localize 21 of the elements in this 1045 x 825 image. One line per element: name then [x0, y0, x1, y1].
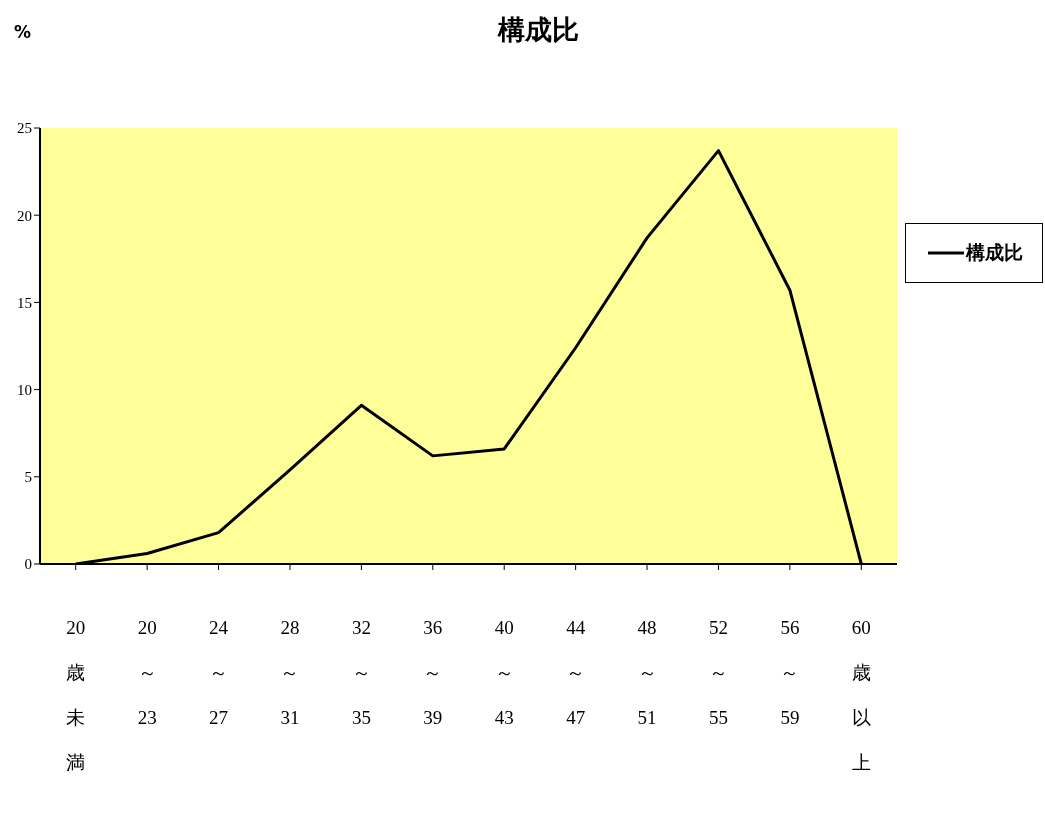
category-label: 48～51 — [637, 617, 657, 728]
category-label: 44～47 — [566, 617, 586, 728]
y-tick-label: 0 — [24, 556, 32, 573]
category-label: 40～43 — [494, 617, 514, 728]
category-label: 28～31 — [280, 617, 300, 728]
category-label: 56～59 — [780, 617, 800, 728]
y-tick-label: 25 — [17, 120, 32, 137]
category-label: 60歳以上 — [851, 617, 871, 773]
category-label: 32～35 — [351, 617, 371, 728]
category-label: 52～55 — [708, 617, 728, 728]
legend-label: 構成比 — [966, 240, 1023, 265]
category-label: 36～39 — [423, 617, 443, 728]
category-label: 20歳未満 — [66, 617, 86, 773]
y-tick-label: 15 — [17, 294, 32, 311]
y-axis-title: % — [14, 22, 32, 42]
y-tick-label: 10 — [17, 381, 32, 398]
y-tick-label: 20 — [17, 207, 32, 224]
category-label: 24～27 — [209, 617, 229, 728]
category-label: 20～23 — [137, 617, 157, 728]
chart-title: 構成比 — [496, 13, 580, 47]
y-tick-label: 5 — [24, 469, 32, 486]
